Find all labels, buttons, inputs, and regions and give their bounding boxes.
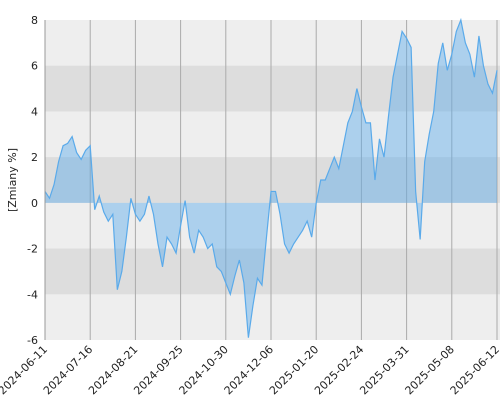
- y-axis-label: [Zmiany %]: [6, 148, 19, 212]
- line: [44, 17, 498, 338]
- y-tick-label: -2: [27, 243, 38, 256]
- y-tick-label: 2: [31, 151, 38, 164]
- grid-band: [45, 248, 500, 295]
- y-tick-label: 6: [31, 60, 38, 73]
- y-tick-label: 0: [31, 197, 38, 210]
- y-tick-label: -4: [27, 288, 38, 301]
- grid-band: [45, 65, 500, 112]
- y-tick-label: 8: [31, 14, 38, 27]
- area: [45, 20, 497, 338]
- y-tick-label: 4: [31, 105, 38, 118]
- y-tick-label: -6: [27, 334, 38, 347]
